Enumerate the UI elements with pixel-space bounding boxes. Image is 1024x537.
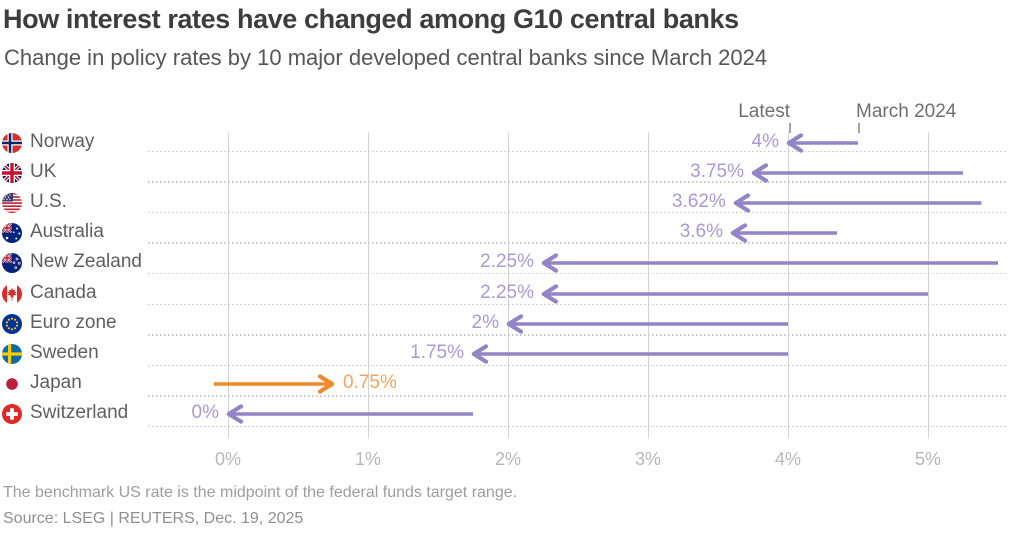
row-separator [148, 303, 1008, 305]
country-label: Japan [30, 371, 82, 393]
norway-flag-icon [2, 133, 22, 153]
rate-arrow [725, 221, 844, 245]
vertical-gridline [367, 132, 369, 438]
sweden-flag-icon [2, 343, 22, 364]
country-label: Canada [30, 281, 97, 303]
x-axis-tick-label: 3% [634, 449, 661, 469]
vertical-gridline [227, 132, 229, 438]
x-axis-tick-label: 5% [914, 449, 941, 469]
latest-tick-mark [789, 123, 791, 133]
row-separator [148, 181, 1008, 183]
country-label: Sweden [30, 341, 99, 363]
australia-flag-icon [2, 223, 22, 244]
march-2024-column-label: March 2024 [856, 101, 957, 122]
latest-value-label: 3.75% [690, 161, 744, 183]
latest-value-label: 1.75% [410, 341, 464, 363]
latest-value-label: 0.75% [343, 371, 397, 393]
new-zealand-flag-icon [2, 253, 22, 274]
row-separator [148, 395, 1008, 397]
rate-arrow [781, 131, 865, 155]
x-axis-tick-label: 0% [214, 449, 241, 469]
vertical-gridline [787, 132, 789, 438]
rate-arrow [466, 342, 795, 366]
latest-value-label: 2.25% [480, 251, 534, 273]
canada-flag-icon [2, 283, 22, 304]
latest-value-label: 3.6% [679, 221, 723, 243]
country-label: UK [30, 161, 57, 183]
chart-source: Source: LSEG | REUTERS, Dec. 19, 2025 [3, 510, 304, 527]
vertical-gridline [507, 132, 509, 438]
country-label: New Zealand [30, 251, 142, 273]
country-label: Switzerland [30, 401, 129, 423]
switzerland-flag-icon [2, 403, 22, 424]
chart-footnote: The benchmark US rate is the midpoint of… [3, 484, 518, 501]
x-axis-tick-label: 4% [774, 449, 801, 469]
row-separator [148, 364, 1008, 367]
chart-subtitle: Change in policy rates by 10 major devel… [4, 45, 768, 70]
rate-arrow [207, 372, 340, 396]
row-separator [148, 242, 1008, 244]
uk-flag-icon [2, 163, 22, 184]
country-label: Norway [30, 131, 95, 152]
chart-title: How interest rates have changed among G1… [3, 4, 739, 34]
country-label: Australia [30, 221, 104, 243]
rate-arrow [501, 312, 795, 336]
us-flag-icon [2, 193, 22, 214]
latest-value-label: 4% [751, 131, 779, 152]
x-axis-tick-label: 2% [494, 449, 521, 469]
euro-zone-flag-icon [2, 313, 22, 334]
rate-arrow [728, 191, 988, 215]
latest-value-label: 2.25% [480, 281, 534, 303]
rate-arrow [536, 251, 1005, 275]
row-separator [148, 150, 1008, 152]
vertical-gridline [927, 132, 929, 438]
latest-value-label: 3.62% [671, 191, 726, 213]
japan-flag-icon [2, 373, 22, 394]
rate-arrow [221, 402, 480, 426]
row-separator [148, 426, 1008, 428]
country-label: U.S. [30, 191, 67, 213]
vertical-gridline [647, 132, 649, 438]
x-axis-tick-label: 1% [354, 449, 381, 469]
latest-value-label: 2% [471, 311, 499, 333]
rate-arrow [746, 161, 970, 185]
latest-value-label: 0% [191, 401, 219, 423]
march-2024-tick-mark [858, 123, 860, 133]
rate-arrow [536, 282, 935, 306]
country-label: Euro zone [30, 311, 117, 333]
row-separator [148, 334, 1008, 336]
row-separator [148, 272, 1008, 275]
row-separator [148, 211, 1008, 214]
latest-column-label: Latest [738, 101, 790, 122]
